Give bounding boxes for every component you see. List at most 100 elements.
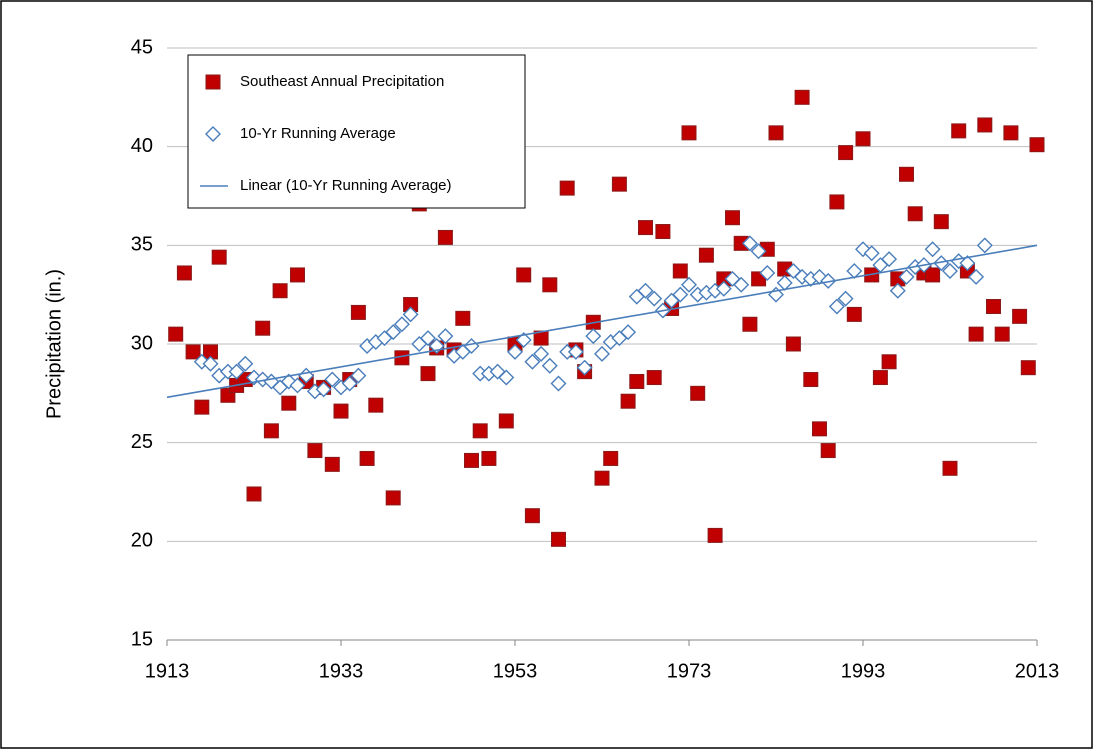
precip-point (359, 450, 375, 466)
precip-point (551, 531, 566, 547)
avg-point (515, 332, 532, 349)
precip-point (464, 452, 479, 468)
avg-point (341, 375, 358, 392)
avg-point (246, 369, 262, 386)
avg-point (898, 268, 915, 285)
avg-point (741, 235, 758, 252)
avg-point (637, 282, 654, 299)
precip-point (524, 508, 540, 524)
precip-point (176, 265, 192, 281)
avg-point (237, 355, 254, 372)
x-tick-label: 1933 (319, 660, 364, 682)
avg-point (750, 243, 767, 260)
precip-point (742, 316, 758, 332)
avg-point (889, 282, 906, 299)
precip-point (1020, 360, 1036, 376)
precip-point (542, 277, 558, 293)
y-tick-label: 15 (131, 628, 153, 650)
precip-point (307, 443, 323, 459)
y-tick-label: 35 (131, 234, 153, 256)
precip-point (820, 443, 836, 459)
precip-point (246, 486, 262, 502)
avg-point (420, 330, 436, 347)
y-tick-label: 30 (131, 332, 153, 354)
avg-point (828, 298, 845, 315)
avg-point (533, 345, 550, 362)
precip-point (263, 423, 279, 439)
precip-point (899, 166, 914, 182)
avg-point (541, 357, 558, 374)
avg-point (715, 280, 732, 297)
legend-marker (205, 74, 221, 90)
precip-point (951, 123, 967, 139)
avg-point (576, 359, 593, 376)
precip-point (933, 214, 949, 230)
precip-point (533, 330, 549, 346)
precip-point (272, 283, 288, 299)
avg-point (289, 377, 306, 394)
precip-point (185, 344, 201, 360)
precip-point (620, 393, 636, 409)
precip-point (498, 413, 514, 429)
precip-point (986, 299, 1001, 315)
precip-point (994, 326, 1010, 342)
y-tick-label: 20 (131, 530, 153, 552)
avg-point (594, 345, 610, 362)
y-tick-label: 40 (131, 135, 153, 157)
legend-label: 10-Yr Running Average (240, 125, 396, 142)
avg-point (672, 286, 689, 303)
x-tick-label: 1993 (841, 660, 886, 682)
avg-point (498, 369, 515, 386)
precip-point (290, 267, 305, 283)
avg-point (315, 381, 332, 398)
avg-point (942, 262, 958, 279)
x-tick-label: 1973 (667, 660, 712, 682)
avg-point (837, 290, 854, 307)
legend-marker (205, 126, 221, 142)
avg-point (228, 363, 245, 380)
precip-point (1003, 125, 1019, 141)
precip-point (611, 176, 627, 192)
avg-point (507, 343, 523, 360)
precip-point (838, 145, 854, 161)
avg-point (524, 353, 541, 370)
avg-point (585, 328, 602, 345)
precip-point (255, 320, 271, 336)
avg-point (794, 268, 811, 285)
precip-point (655, 224, 671, 240)
precip-point (333, 403, 349, 419)
precip-point (794, 89, 810, 105)
precip-point (629, 373, 645, 389)
precip-point (690, 385, 706, 401)
legend-label: Linear (10-Yr Running Average) (240, 177, 452, 194)
precip-point (907, 206, 923, 222)
precip-point (829, 194, 845, 210)
precip-point (168, 326, 184, 342)
avg-point (976, 237, 993, 254)
precip-point (881, 354, 897, 370)
avg-point (550, 375, 567, 392)
avg-point (489, 363, 506, 380)
x-tick-label: 1953 (493, 660, 538, 682)
precip-point (768, 125, 784, 141)
precip-point (672, 263, 688, 279)
avg-point (567, 343, 584, 360)
precip-point (1029, 137, 1045, 153)
avg-point (393, 316, 410, 333)
precip-point (211, 249, 227, 265)
avg-point (437, 328, 454, 345)
avg-point (924, 241, 941, 258)
precip-point (812, 421, 827, 437)
precip-point (681, 125, 697, 141)
precip-point (455, 310, 471, 326)
precip-point (594, 470, 610, 486)
precip-point (324, 456, 340, 472)
avg-point (350, 367, 367, 384)
precip-point (925, 267, 941, 283)
precip-point (638, 220, 653, 236)
precip-point (385, 490, 401, 506)
precip-point (559, 180, 575, 196)
precip-point (603, 450, 619, 466)
precip-point (803, 372, 819, 388)
